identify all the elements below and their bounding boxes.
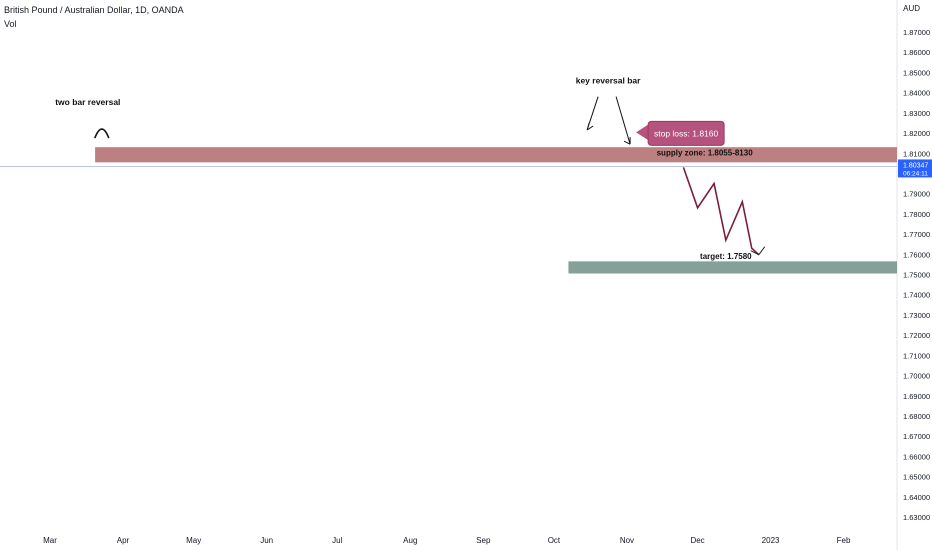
- y-tick-label: 1.79000: [903, 190, 930, 199]
- target-zone: [568, 261, 897, 274]
- y-tick-label: 1.68000: [903, 412, 930, 421]
- annotations: two bar reversal key reversal bar stop los…: [55, 76, 766, 261]
- projection-path: [682, 167, 760, 256]
- chart-legend: British Pound / Australian Dollar, 1D, O…: [4, 3, 184, 31]
- y-tick-label: 1.66000: [903, 452, 930, 461]
- stop-loss-pointer: [636, 123, 651, 142]
- y-tick-label: 1.83000: [903, 109, 930, 118]
- two-bar-reversal-label: two bar reversal: [55, 97, 120, 107]
- x-tick-label: Nov: [620, 536, 634, 545]
- x-tick-label: 2023: [762, 536, 780, 545]
- supply-zone-label: supply zone: 1.8055-8130: [657, 149, 754, 158]
- stop-loss-badge: [647, 120, 725, 146]
- y-tick-label: 1.77000: [903, 230, 930, 239]
- x-tick-label: Sep: [476, 536, 491, 545]
- y-tick-label: 1.81000: [903, 149, 930, 158]
- key-reversal-arrow-right: [615, 96, 631, 145]
- last-price-badge: [898, 159, 932, 178]
- time-axis[interactable]: Mar Apr May Jun Jul Aug Sep Oct Nov Dec 2023 Feb: [43, 536, 851, 545]
- y-tick-label: 1.69000: [903, 392, 930, 401]
- x-tick-label: Dec: [690, 536, 704, 545]
- y-tick-label: 1.70000: [903, 372, 930, 381]
- price-axis[interactable]: 1.87000 1.86000 1.85000 1.84000 1.83000 1.820…: [898, 28, 932, 522]
- y-tick-label: 1.87000: [903, 28, 930, 37]
- currency-label: AUD: [903, 4, 920, 13]
- y-tick-label: 1.72000: [903, 331, 930, 340]
- zones: [95, 147, 897, 274]
- x-tick-label: Aug: [403, 536, 417, 545]
- x-tick-label: Mar: [43, 536, 57, 545]
- target-label: target: 1.7580: [700, 252, 752, 261]
- y-tick-label: 1.65000: [903, 473, 930, 482]
- y-tick-label: 1.82000: [903, 129, 930, 138]
- x-tick-label: Jun: [260, 536, 273, 545]
- y-tick-label: 1.67000: [903, 432, 930, 441]
- grid: [0, 0, 898, 550]
- y-tick-label: 1.74000: [903, 291, 930, 300]
- volume-label: Vol: [4, 19, 17, 29]
- y-tick-label: 1.73000: [903, 311, 930, 320]
- y-tick-label: 1.63000: [903, 513, 930, 522]
- stop-loss-label: stop loss: 1.8160: [654, 128, 719, 138]
- y-tick-label: 1.84000: [903, 89, 930, 98]
- supply-zone: [95, 147, 897, 163]
- key-reversal-label: key reversal bar: [576, 76, 641, 86]
- x-tick-label: Feb: [837, 536, 851, 545]
- y-tick-label: 1.76000: [903, 250, 930, 259]
- chart-title: British Pound / Australian Dollar, 1D, O…: [4, 5, 184, 15]
- x-tick-label: Jul: [332, 536, 342, 545]
- projection-arrow: [750, 246, 766, 256]
- y-tick-label: 1.78000: [903, 210, 930, 219]
- x-tick-label: May: [186, 536, 201, 545]
- y-tick-label: 1.86000: [903, 48, 930, 57]
- x-tick-label: Apr: [117, 536, 130, 545]
- countdown-label: 06:24:11: [903, 170, 928, 177]
- two-bar-reversal-arc: [94, 128, 110, 139]
- y-tick-label: 1.64000: [903, 493, 930, 502]
- y-tick-label: 1.85000: [903, 68, 930, 77]
- key-reversal-arrow-left: [586, 96, 599, 131]
- x-tick-label: Oct: [548, 536, 561, 545]
- y-tick-label: 1.71000: [903, 351, 930, 360]
- y-tick-label: 1.75000: [903, 271, 930, 280]
- last-price-label: 1.80347: [903, 162, 928, 169]
